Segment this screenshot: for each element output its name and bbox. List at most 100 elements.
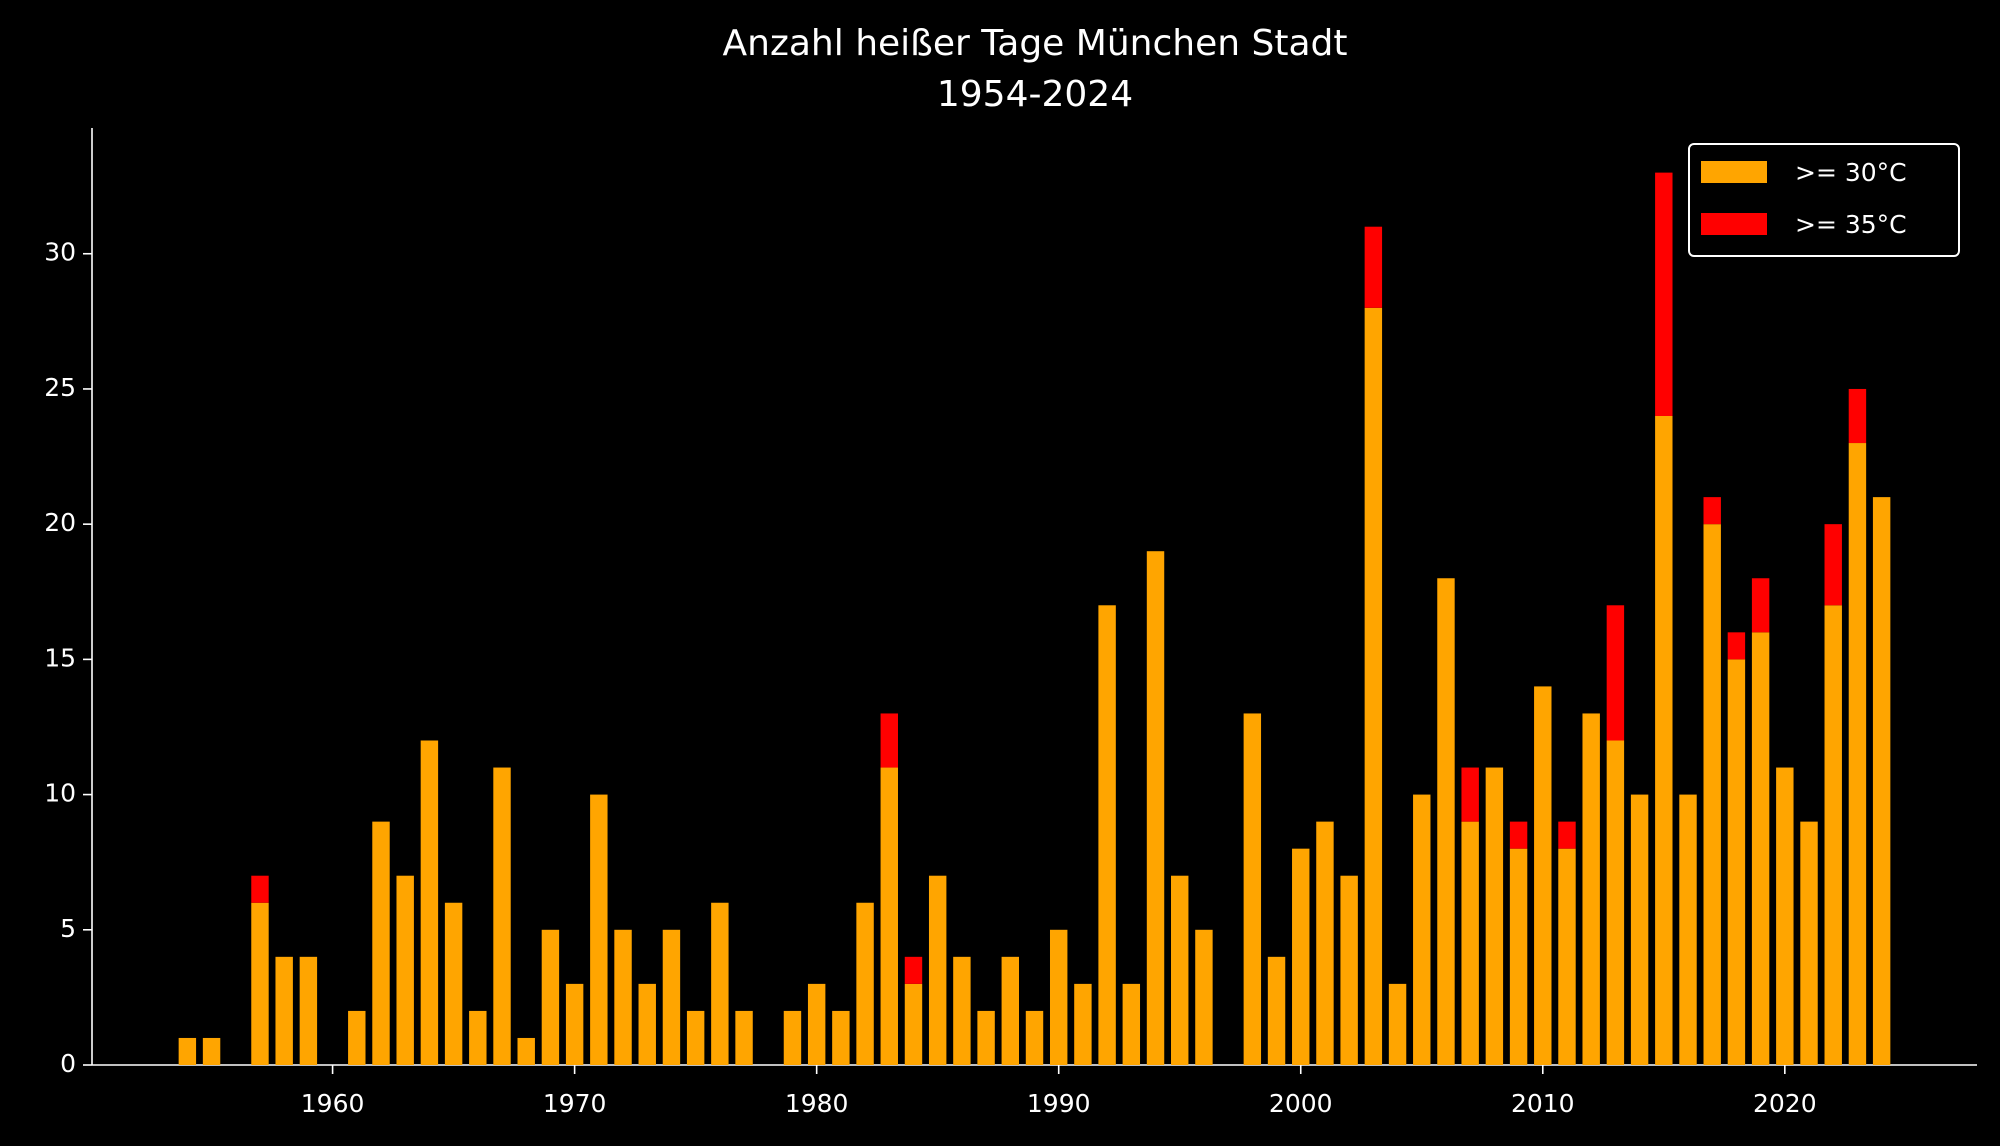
x-tick-label: 2010 bbox=[1511, 1089, 1575, 1118]
bar bbox=[1074, 983, 1092, 1065]
chart-subtitle: 1954-2024 bbox=[937, 74, 1133, 115]
y-tick-label: 15 bbox=[44, 643, 76, 672]
x-tick-label: 2000 bbox=[1269, 1089, 1333, 1118]
bar bbox=[1340, 875, 1358, 1065]
bar bbox=[1509, 821, 1528, 849]
bar bbox=[493, 767, 511, 1065]
bar bbox=[1679, 794, 1697, 1065]
bar bbox=[396, 875, 414, 1065]
x-tick-label: 1960 bbox=[301, 1089, 365, 1118]
y-tick-label: 30 bbox=[44, 238, 76, 267]
bar bbox=[638, 983, 656, 1065]
bar bbox=[1824, 524, 1842, 606]
bar bbox=[1872, 497, 1891, 1065]
bar bbox=[904, 956, 923, 984]
bar bbox=[1655, 415, 1673, 1065]
bar bbox=[1509, 848, 1528, 1065]
bar bbox=[1122, 983, 1141, 1065]
bar bbox=[1703, 524, 1721, 1065]
bar bbox=[1848, 388, 1867, 444]
bar bbox=[348, 1010, 366, 1065]
bar bbox=[275, 956, 293, 1065]
x-tick-label: 1990 bbox=[1027, 1089, 1091, 1118]
x-tick-label: 2020 bbox=[1753, 1089, 1817, 1118]
y-tick-label: 25 bbox=[44, 373, 76, 402]
bar bbox=[1098, 605, 1116, 1065]
legend-label: >= 35°C bbox=[1795, 210, 1907, 239]
bar bbox=[953, 956, 971, 1065]
bar bbox=[977, 1010, 995, 1065]
bar bbox=[444, 902, 463, 1065]
bar bbox=[1388, 983, 1407, 1065]
bar bbox=[1655, 172, 1673, 416]
y-tick-label: 20 bbox=[44, 508, 76, 537]
bar bbox=[832, 1010, 850, 1065]
bar bbox=[251, 902, 269, 1065]
bar bbox=[299, 956, 318, 1065]
bar bbox=[1437, 578, 1455, 1065]
y-tick-label: 0 bbox=[60, 1049, 76, 1078]
bar bbox=[711, 902, 729, 1065]
bar bbox=[1751, 578, 1770, 633]
bar bbox=[1316, 821, 1334, 1065]
bar bbox=[1776, 767, 1794, 1065]
bar bbox=[783, 1010, 802, 1065]
bar bbox=[1582, 713, 1600, 1065]
bar bbox=[1485, 767, 1504, 1065]
bar bbox=[1461, 767, 1479, 822]
legend-label: >= 30°C bbox=[1795, 158, 1907, 187]
bar bbox=[590, 794, 608, 1065]
bar bbox=[1461, 821, 1479, 1065]
bar bbox=[1800, 821, 1818, 1065]
y-tick-label: 10 bbox=[44, 779, 76, 808]
bar bbox=[1606, 740, 1625, 1065]
bar bbox=[1558, 821, 1576, 849]
bar bbox=[1292, 848, 1310, 1065]
bar bbox=[517, 1037, 535, 1065]
bar bbox=[1727, 659, 1746, 1065]
bar bbox=[686, 1010, 705, 1065]
bar bbox=[1751, 632, 1770, 1065]
bar bbox=[1606, 605, 1625, 741]
bar bbox=[1703, 497, 1721, 525]
bar bbox=[1243, 713, 1262, 1065]
legend-swatch bbox=[1701, 161, 1767, 183]
bar bbox=[1364, 226, 1383, 308]
x-tick-label: 1970 bbox=[543, 1089, 607, 1118]
bar bbox=[1267, 956, 1286, 1065]
bar bbox=[904, 983, 923, 1065]
bar bbox=[662, 929, 681, 1065]
bar bbox=[1848, 443, 1867, 1066]
bar bbox=[1413, 794, 1431, 1065]
bar bbox=[178, 1037, 197, 1065]
bar bbox=[807, 983, 826, 1065]
bar bbox=[469, 1010, 487, 1065]
bar bbox=[1001, 956, 1020, 1065]
bar bbox=[1558, 848, 1576, 1065]
bar bbox=[420, 740, 439, 1065]
x-tick-label: 1980 bbox=[785, 1089, 849, 1118]
bar bbox=[928, 875, 947, 1065]
bar bbox=[880, 767, 898, 1065]
bar bbox=[1534, 686, 1552, 1065]
bar bbox=[856, 902, 874, 1065]
bar bbox=[372, 821, 390, 1065]
bar bbox=[1025, 1010, 1044, 1065]
bar bbox=[1824, 605, 1842, 1065]
bar bbox=[1364, 307, 1383, 1066]
bar bbox=[1195, 929, 1213, 1065]
bar bbox=[541, 929, 560, 1065]
bar bbox=[614, 929, 632, 1065]
bar bbox=[251, 875, 269, 903]
bar bbox=[1049, 929, 1068, 1065]
bar bbox=[1727, 632, 1746, 660]
bar bbox=[202, 1037, 221, 1065]
bar bbox=[1630, 794, 1649, 1065]
bar bbox=[880, 713, 898, 768]
y-tick-label: 5 bbox=[60, 914, 76, 943]
bar bbox=[735, 1010, 753, 1065]
legend-swatch bbox=[1701, 213, 1767, 235]
bar bbox=[1146, 551, 1165, 1065]
chart-title: Anzahl heißer Tage München Stadt bbox=[723, 23, 1348, 64]
